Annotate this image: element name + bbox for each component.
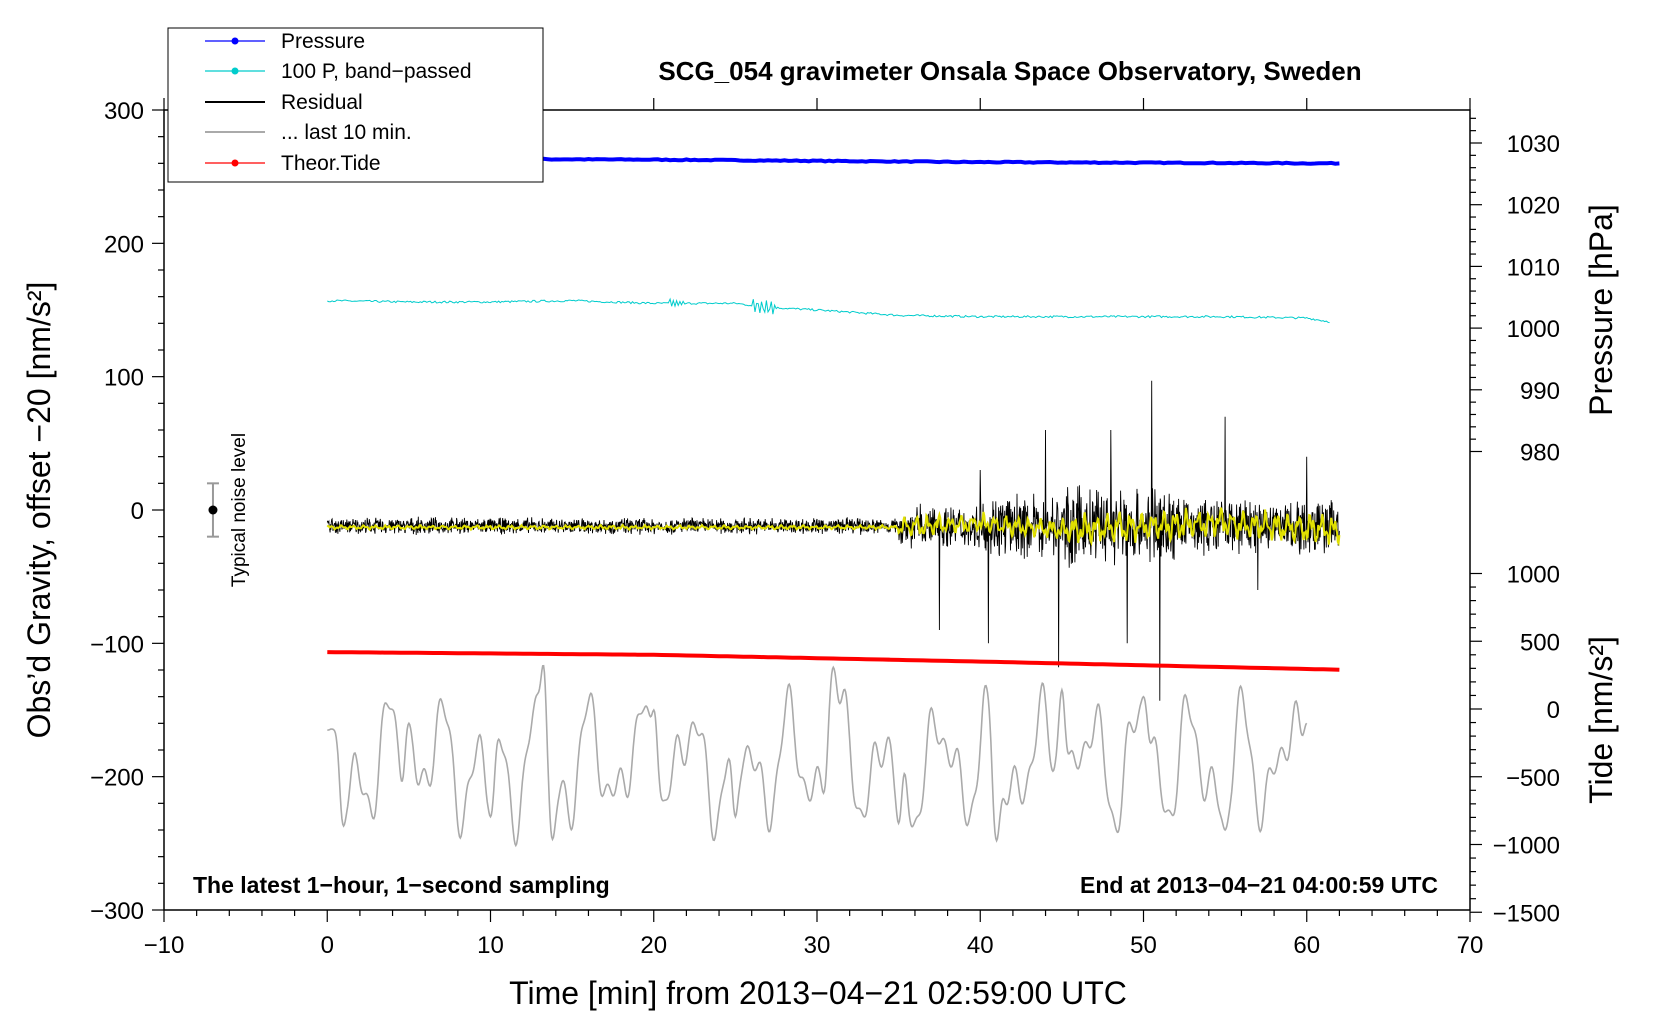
x-tick-label: 20 (640, 932, 667, 959)
y-pressure-tick-label: 1010 (1507, 254, 1560, 281)
annotation-sampling: The latest 1−hour, 1−second sampling (193, 872, 610, 898)
y-left-tick-label: −100 (90, 631, 144, 658)
legend-label-residual: Residual (281, 91, 363, 114)
series-line-last10 (327, 664, 1308, 848)
y-tide-tick-label: 0 (1547, 697, 1560, 724)
y-pressure-tick-label: 990 (1520, 378, 1560, 405)
x-tick-label: 40 (967, 932, 994, 959)
y-left-tick-label: −300 (90, 898, 144, 925)
noise-bar-center (208, 505, 218, 515)
y-pressure-tick-label: 1020 (1507, 193, 1560, 220)
y-tide-tick-label: −1500 (1493, 900, 1560, 927)
legend-label-pressure: Pressure (281, 30, 365, 53)
y-pressure-tick-label: 1000 (1507, 316, 1560, 343)
legend-marker-tide (231, 159, 239, 167)
y-left-tick-label: 300 (104, 98, 144, 125)
x-tick-label: 30 (804, 932, 831, 959)
y-left-tick-label: 0 (131, 498, 144, 525)
legend-marker-pressure (231, 37, 239, 45)
series-line-residual (326, 380, 1340, 701)
annotation-end-time: End at 2013−04−21 04:00:59 UTC (1080, 872, 1438, 898)
legend-label-tide: Theor.Tide (281, 152, 381, 175)
x-tick-label: 10 (477, 932, 504, 959)
series-line-bandpassed (327, 297, 1330, 324)
y-pressure-tick-label: 1030 (1507, 131, 1560, 158)
x-tick-label: 0 (321, 932, 334, 959)
plot-frame (163, 109, 1471, 911)
y-axis-label-pressure: Pressure [hPa] (1583, 204, 1619, 416)
y-pressure-tick-label: 980 (1520, 440, 1560, 467)
y-tide-tick-label: 500 (1520, 629, 1560, 656)
chart-title: SCG_054 gravimeter Onsala Space Observat… (658, 56, 1361, 86)
x-tick-label: −10 (144, 932, 185, 959)
y-tide-tick-label: 1000 (1507, 562, 1560, 589)
y-left-tick-label: 200 (104, 231, 144, 258)
series-line-tide (327, 650, 1340, 672)
x-tick-label: 60 (1293, 932, 1320, 959)
legend-label-last10: ... last 10 min. (281, 121, 412, 144)
y-tide-tick-label: −1000 (1493, 833, 1560, 860)
legend-marker-bandpassed (231, 67, 239, 75)
y-tide-tick-label: −500 (1506, 765, 1560, 792)
x-axis-label: Time [min] from 2013−04−21 02:59:00 UTC (509, 975, 1127, 1011)
y-axis-label-tide: Tide [nm/s²] (1583, 636, 1619, 804)
legend-label-bandpassed: 100 P, band−passed (281, 60, 472, 83)
y-left-tick-label: 100 (104, 365, 144, 392)
x-tick-label: 50 (1130, 932, 1157, 959)
legend-box (167, 27, 544, 183)
y-left-tick-label: −200 (90, 765, 144, 792)
legend: Pressure 100 P, band−passed Residual ...… (167, 27, 544, 183)
series-line-residual-smoothed (326, 507, 1341, 547)
noise-level-label: Typical noise level (229, 433, 250, 587)
x-tick-label: 70 (1457, 932, 1484, 959)
y-axis-label-gravity: Obs’d Gravity, offset −20 [nm/s²] (21, 282, 57, 739)
